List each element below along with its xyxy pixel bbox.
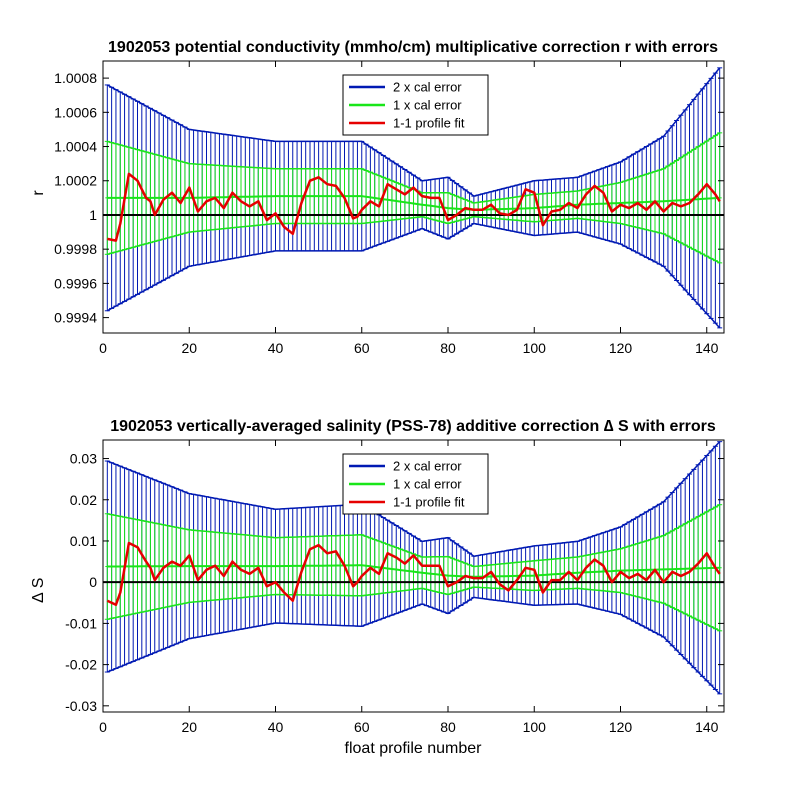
- error_2x-lower-envelope: [106, 222, 721, 329]
- y-tick-label: 1.0004: [54, 139, 97, 155]
- x-tick-label: 140: [695, 719, 719, 735]
- error_1x-upper-envelope: [107, 504, 721, 568]
- salinity-correction-chart: 1902053 vertically-averaged salinity (PS…: [30, 418, 725, 757]
- legend-entry: 1 x cal error: [393, 477, 462, 492]
- legend-entry: 1 x cal error: [393, 98, 462, 113]
- x-tick-label: 100: [523, 719, 547, 735]
- x-tick-label: 60: [354, 340, 370, 356]
- x-tick-label: 80: [440, 719, 456, 735]
- x-axis-label: float profile number: [345, 740, 483, 757]
- error_2x-upper-envelope: [107, 441, 721, 557]
- x-tick-label: 120: [609, 340, 633, 356]
- chart-title: 1902053 vertically-averaged salinity (PS…: [110, 418, 716, 435]
- error_1x-lower-envelope: [107, 586, 721, 632]
- y-tick-label: 0.03: [70, 451, 97, 467]
- y-tick-label: -0.02: [65, 657, 97, 673]
- y-tick-label: -0.03: [65, 698, 97, 714]
- x-tick-label: 60: [354, 719, 370, 735]
- legend-entry: 2 x cal error: [393, 459, 462, 474]
- y-tick-label: 1.0008: [54, 70, 97, 86]
- x-tick-label: 40: [268, 340, 284, 356]
- legend-entry: 2 x cal error: [393, 80, 462, 95]
- y-tick-label: 0.9994: [54, 310, 97, 326]
- y-tick-label: -0.01: [65, 615, 97, 631]
- y-tick-label: 1.0002: [54, 173, 97, 189]
- x-tick-label: 100: [523, 340, 547, 356]
- y-axis-label: ∆ S: [30, 578, 47, 603]
- y-tick-label: 1: [89, 207, 97, 223]
- profile-fit-line: [107, 172, 721, 242]
- conductivity-correction-chart: 1902053 potential conductivity (mmho/cm)…: [30, 39, 725, 356]
- axes-box: [102, 60, 725, 334]
- calibration-markers: [105, 195, 722, 211]
- y-tick-label: 0.9998: [54, 241, 97, 257]
- y-tick-label: 0.02: [70, 492, 97, 508]
- y-tick-label: 0: [89, 574, 97, 590]
- legend-entry: 1-1 profile fit: [393, 116, 465, 131]
- x-tick-label: 20: [181, 719, 197, 735]
- x-tick-label: 0: [99, 719, 107, 735]
- x-tick-label: 80: [440, 340, 456, 356]
- legend-entry: 1-1 profile fit: [393, 495, 465, 510]
- legend: 2 x cal error 1 x cal error 1-1 profile fi…: [342, 453, 489, 515]
- error_1x-lower-envelope: [107, 215, 721, 264]
- chart-title: 1902053 potential conductivity (mmho/cm)…: [108, 39, 718, 56]
- axes-box: [102, 439, 725, 713]
- x-tick-label: 40: [268, 719, 284, 735]
- y-tick-label: 0.01: [70, 533, 97, 549]
- error_2x-lower-envelope: [107, 596, 721, 695]
- x-tick-label: 0: [99, 340, 107, 356]
- x-tick-label: 20: [181, 340, 197, 356]
- y-tick-label: 1.0006: [54, 104, 97, 120]
- error_2x-upper-envelope: [106, 67, 721, 197]
- y-tick-label: 0.9996: [54, 275, 97, 291]
- profile-fit-line: [106, 541, 721, 607]
- y-axis-label: r: [30, 190, 47, 196]
- legend: 2 x cal error 1 x cal error 1-1 profile fi…: [342, 74, 489, 136]
- x-tick-label: 140: [695, 340, 719, 356]
- x-tick-label: 120: [609, 719, 633, 735]
